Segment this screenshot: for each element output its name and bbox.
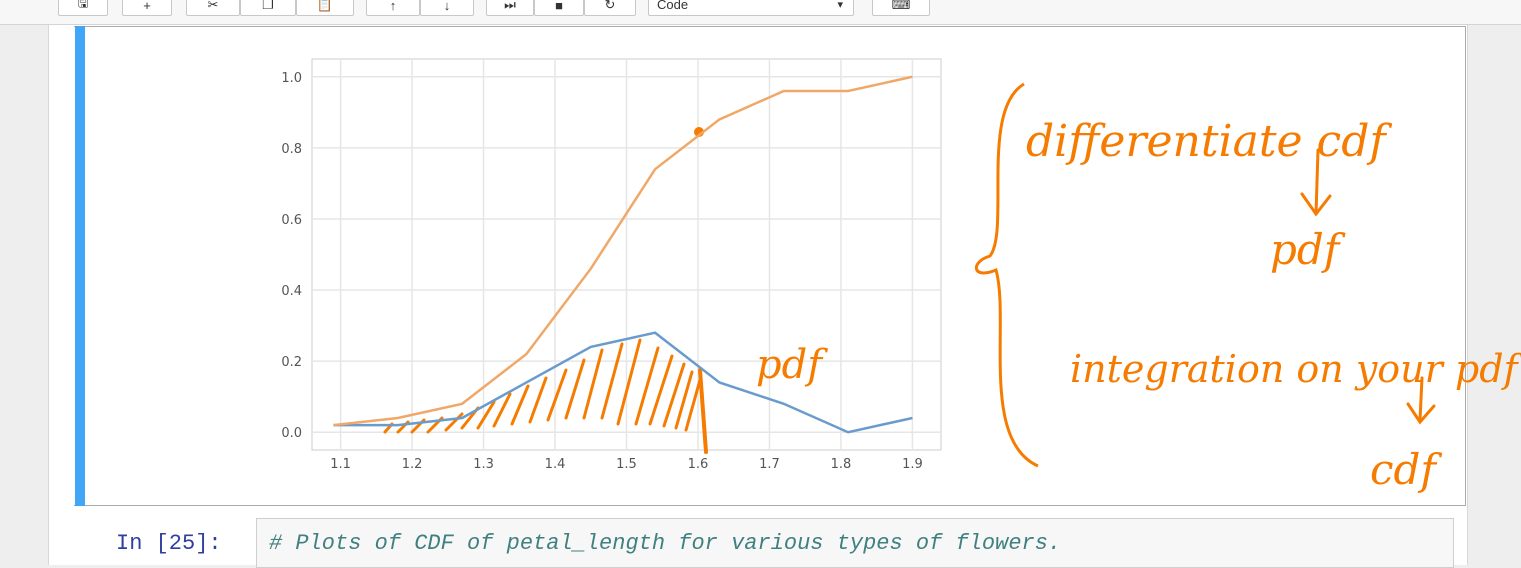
- x-tick-label: 1.7: [759, 457, 780, 472]
- x-axis-ticks: 1.1 1.2 1.3 1.4 1.5 1.6 1.7 1.8 1.9: [330, 457, 923, 472]
- y-tick-label: 1.0: [281, 71, 302, 86]
- hand-line-2: pdf: [1270, 225, 1346, 274]
- run-button[interactable]: ⏭: [486, 0, 534, 16]
- hand-hatching: [383, 338, 708, 454]
- x-tick-label: 1.9: [902, 457, 923, 472]
- cut-icon: ✂: [207, 0, 219, 12]
- input-prompt: In [25]:: [116, 531, 222, 556]
- pdf-line: [333, 331, 913, 434]
- paste-icon: 📋: [316, 0, 334, 12]
- add-cell-button[interactable]: +: [122, 0, 172, 16]
- x-tick-label: 1.2: [402, 457, 423, 472]
- stop-button[interactable]: ■: [534, 0, 584, 16]
- stop-icon: ■: [555, 0, 563, 13]
- run-icon: ⏭: [504, 0, 516, 12]
- move-up-icon: ↑: [389, 0, 397, 13]
- move-down-icon: ↓: [443, 0, 451, 13]
- x-tick-label: 1.8: [831, 457, 852, 472]
- cdf-line: [333, 75, 913, 427]
- x-tick-label: 1.6: [688, 457, 709, 472]
- y-tick-label: 0.4: [281, 284, 302, 299]
- copy-button[interactable]: ❐: [240, 0, 296, 16]
- code-cell-input[interactable]: # Plots of CDF of petal_length for vario…: [256, 518, 1454, 568]
- cell-selection-bar: [75, 26, 85, 506]
- hand-arrow-down-2: [1406, 376, 1436, 425]
- keyboard-icon: ⌨: [891, 0, 911, 12]
- plot-series: [333, 75, 913, 434]
- plot-grid: [312, 59, 941, 450]
- hand-pdf-label: pdf: [756, 342, 828, 388]
- hand-arrow-down-1: [1300, 148, 1332, 217]
- restart-button[interactable]: ↻: [584, 0, 636, 16]
- copy-icon: ❐: [262, 0, 274, 12]
- y-tick-label: 0.2: [281, 355, 302, 370]
- cell-type-select[interactable]: Code ▾: [648, 0, 854, 16]
- output-cell[interactable]: [74, 26, 1466, 506]
- notebook-toolbar: 🖫 + ✂ ❐ 📋 ↑ ↓ ⏭ ■ ↻ Code ▾ ⌨: [0, 0, 1521, 25]
- add-cell-icon: +: [143, 0, 151, 13]
- y-axis-ticks: 0.0 0.2 0.4 0.6 0.8 1.0: [281, 71, 302, 441]
- move-up-button[interactable]: ↑: [366, 0, 420, 16]
- y-tick-label: 0.8: [281, 142, 302, 157]
- y-tick-label: 0.0: [281, 426, 302, 441]
- x-tick-label: 1.1: [330, 457, 351, 472]
- save-button[interactable]: 🖫: [58, 0, 108, 16]
- cut-button[interactable]: ✂: [186, 0, 240, 16]
- restart-icon: ↻: [604, 0, 616, 12]
- y-tick-label: 0.6: [281, 213, 302, 228]
- command-palette-button[interactable]: ⌨: [872, 0, 930, 16]
- chevron-down-icon: ▾: [837, 0, 843, 11]
- code-comment: # Plots of CDF of petal_length for vario…: [269, 531, 1062, 556]
- cell-type-value: Code: [657, 0, 689, 12]
- paste-button[interactable]: 📋: [296, 0, 354, 16]
- hand-line-3: integration on your pdf: [1070, 347, 1521, 391]
- move-down-button[interactable]: ↓: [420, 0, 474, 16]
- hand-line-1: differentiate cdf: [1026, 116, 1392, 167]
- hand-brace: [974, 82, 1039, 468]
- save-icon: 🖫: [77, 0, 89, 10]
- x-tick-label: 1.5: [616, 457, 637, 472]
- x-tick-label: 1.4: [545, 457, 566, 472]
- x-tick-label: 1.3: [473, 457, 494, 472]
- hand-line-4: cdf: [1370, 445, 1442, 494]
